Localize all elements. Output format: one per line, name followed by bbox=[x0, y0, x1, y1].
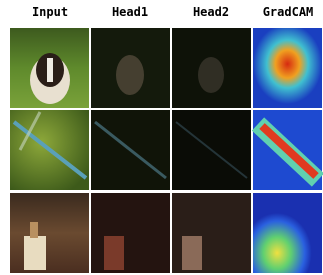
row-dog bbox=[10, 28, 322, 108]
column-header: Head1 bbox=[112, 5, 148, 19]
row-scene bbox=[10, 193, 322, 273]
column-header: Input bbox=[32, 5, 68, 19]
head1-map bbox=[91, 193, 170, 273]
head2-dog bbox=[198, 57, 224, 93]
gradcam-map bbox=[253, 28, 322, 108]
dog-blaze bbox=[47, 58, 53, 82]
gradcam-map bbox=[253, 193, 322, 273]
input-object bbox=[24, 236, 46, 270]
input-object-top bbox=[30, 222, 38, 238]
head1-dog bbox=[116, 55, 144, 95]
column-header: GradCAM bbox=[263, 5, 314, 19]
page: Input Head1 Head2 GradCAM ( bbox=[0, 0, 323, 275]
column-header: Head2 bbox=[193, 5, 229, 19]
input-image bbox=[10, 193, 89, 273]
figure: Input Head1 Head2 GradCAM bbox=[0, 0, 323, 275]
head2-object bbox=[182, 236, 202, 270]
row-dragonfly bbox=[10, 110, 322, 190]
head1-object bbox=[104, 236, 124, 270]
